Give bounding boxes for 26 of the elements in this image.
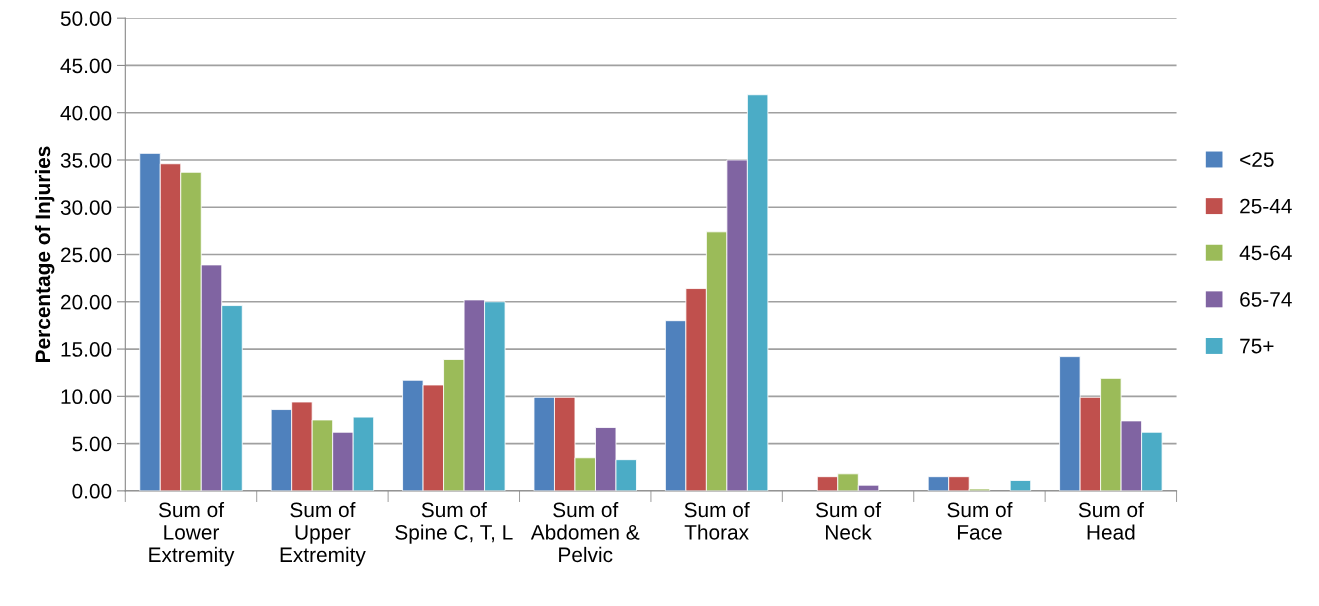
y-tick-label: 30.00 xyxy=(60,200,112,216)
x-tick-label: Sum of Neck xyxy=(815,501,882,540)
legend-label: 45-64 xyxy=(1239,245,1292,261)
legend-label: 25-44 xyxy=(1240,198,1292,214)
y-tick-label: 0.00 xyxy=(72,483,112,499)
legend-label: 75+ xyxy=(1240,338,1274,354)
legend-label: <25 xyxy=(1240,152,1274,167)
y-tick-label: 20.00 xyxy=(61,294,112,310)
x-tick-label: Sum of Spine C, T, L xyxy=(395,501,513,544)
bar xyxy=(1009,480,1032,491)
y-tick-label: 50.00 xyxy=(60,11,112,26)
y-tick-label: 35.00 xyxy=(60,152,112,168)
y-tick-label: 15.00 xyxy=(61,342,112,357)
x-tick-label: Sum of Lower Extremity xyxy=(149,501,235,567)
legend-label: 65-74 xyxy=(1240,292,1292,307)
x-tick-label: Sum of Thorax xyxy=(684,501,750,540)
y-tick-label: 40.00 xyxy=(60,105,112,121)
y-axis-title: Percentage of Injuries xyxy=(34,146,55,362)
x-tick-label: Sum of Head xyxy=(1078,501,1144,540)
y-tick-label: 25.00 xyxy=(61,247,112,263)
x-tick-label: Sum of Abdomen & Pelvic xyxy=(530,501,640,563)
y-tick-label: 45.00 xyxy=(60,58,112,74)
y-tick-label: 10.00 xyxy=(61,389,112,405)
y-tick-label: 5.00 xyxy=(72,436,112,452)
x-tick-label: Sum of Face xyxy=(947,501,1013,540)
x-tick-label: Sum of Upper Extremity xyxy=(280,501,366,567)
